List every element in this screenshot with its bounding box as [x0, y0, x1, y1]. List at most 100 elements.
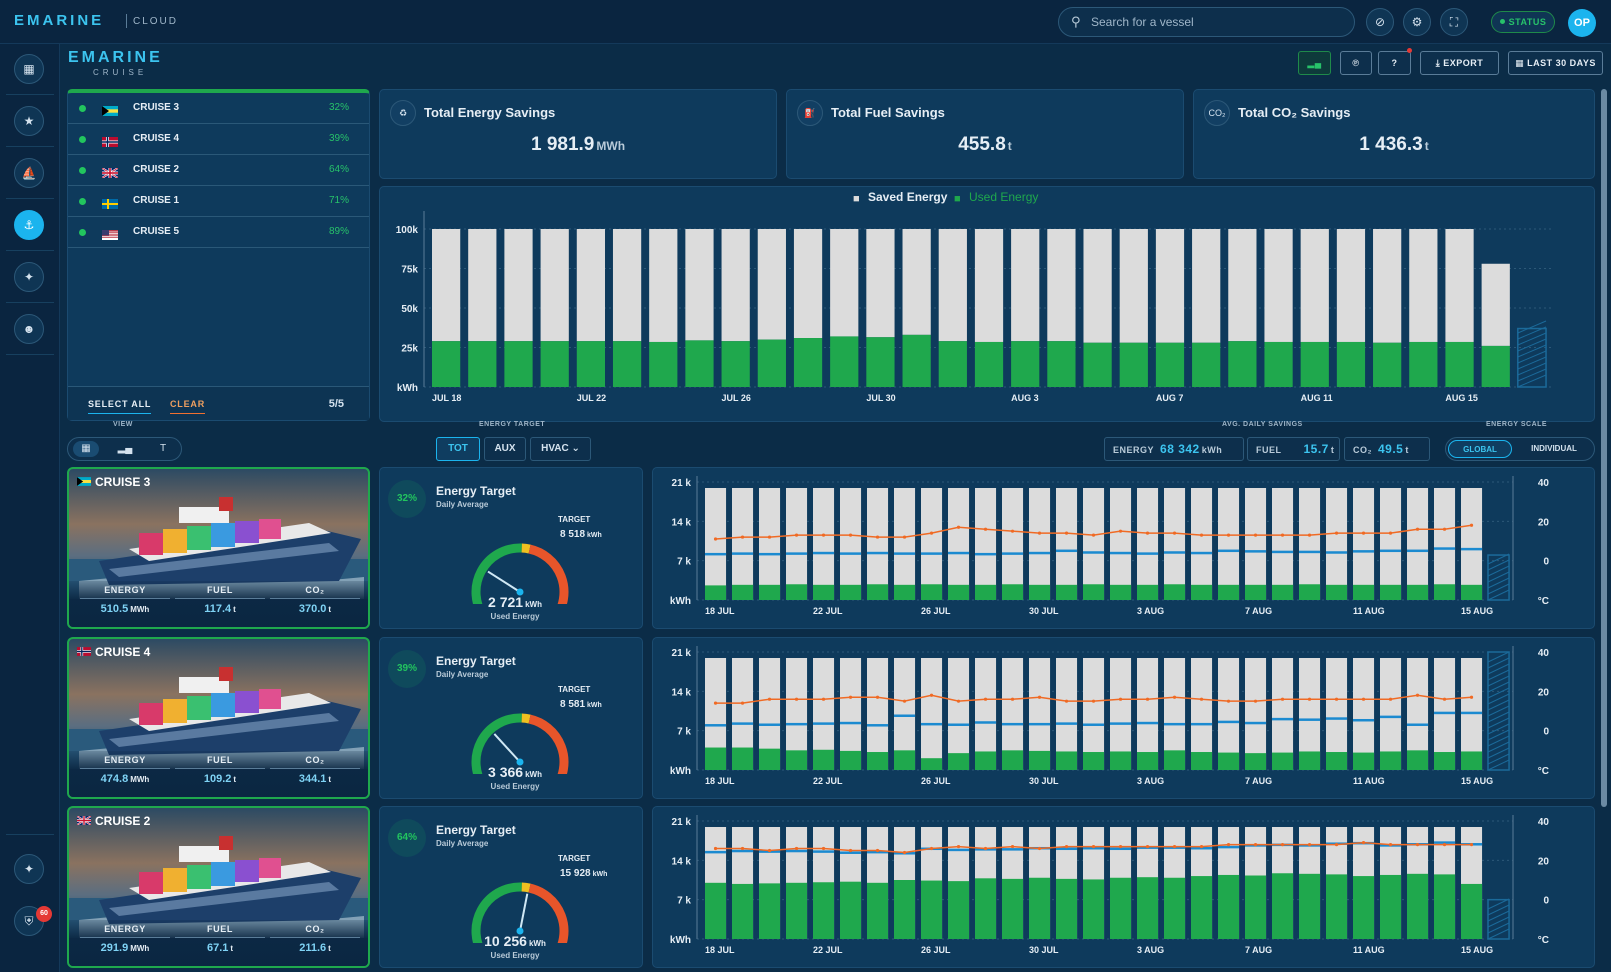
target-option-aux[interactable]: AUX — [484, 437, 526, 461]
x-tick-label: 11 AUG — [1353, 606, 1385, 616]
table-view-icon[interactable]: T — [159, 443, 167, 454]
target-marker — [1002, 552, 1024, 555]
search-input[interactable] — [1091, 13, 1341, 31]
bar-used — [902, 334, 931, 387]
stat-title: Total Energy Savings — [424, 105, 556, 120]
gauge-hub — [516, 927, 524, 935]
x-tick-label: JUL 30 — [866, 393, 895, 403]
map-icon[interactable]: ▦ — [14, 54, 44, 84]
scale-individual[interactable]: INDIVIDUAL — [1531, 444, 1577, 453]
date-range-button[interactable]: ▦ LAST 30 DAYS — [1508, 51, 1603, 75]
grid-view-icon[interactable]: ▦ — [73, 441, 99, 457]
gauge-dial — [471, 543, 569, 604]
stat-value: 455.8 t — [958, 134, 1012, 155]
anchor-icon[interactable]: ⚓ — [14, 210, 44, 240]
vessel-row[interactable]: CRUISE 4 39% — [68, 124, 369, 155]
y-tick-label: kWh — [670, 766, 691, 777]
used-energy-label: Used Energy — [490, 951, 540, 960]
status-button[interactable]: STATUS — [1491, 11, 1555, 33]
flag-icon — [101, 165, 119, 179]
bar-saved — [948, 658, 970, 770]
bar-view-icon[interactable]: ▂▄ — [117, 443, 133, 454]
target-marker — [1461, 711, 1483, 715]
select-all-button[interactable]: SELECT ALL — [88, 399, 152, 414]
avg-co2: CO₂ 49.5 t — [1344, 437, 1430, 461]
gauge-dial — [471, 713, 569, 774]
bar-used — [866, 337, 895, 387]
vessel-row[interactable]: CRUISE 2 64% — [68, 155, 369, 186]
target-marker — [1029, 722, 1051, 726]
bar-used — [1245, 584, 1267, 600]
product-logo[interactable]: EMARINE — [68, 49, 163, 66]
users-icon[interactable]: ☻ — [14, 314, 44, 344]
bar-used — [975, 751, 997, 770]
target-option-tot[interactable]: TOT — [436, 437, 480, 461]
temperature-point — [1415, 527, 1420, 531]
x-tick-label: 30 JUL — [1029, 945, 1059, 955]
satellite-icon[interactable]: ✦ — [14, 854, 44, 884]
bar-saved — [975, 658, 997, 770]
bar-used — [1083, 752, 1105, 770]
gear-icon[interactable]: ⚙ — [1403, 8, 1431, 36]
bar-saved — [1164, 488, 1186, 600]
gauge-needle — [493, 733, 521, 763]
temperature-point — [1415, 693, 1420, 697]
thermometer-icon[interactable]: ℗ — [1340, 51, 1372, 75]
target-marker — [867, 724, 889, 727]
bar-saved — [1380, 658, 1402, 770]
eye-off-icon[interactable]: ⊘ — [1366, 8, 1394, 36]
vessel-row[interactable]: CRUISE 3 32% — [68, 93, 369, 124]
temperature-point — [1442, 697, 1447, 701]
bar-saved — [1164, 658, 1186, 770]
flag-icon — [102, 134, 118, 147]
clear-button[interactable]: CLEAR — [170, 399, 205, 414]
forecast-hatch — [1517, 344, 1547, 358]
x-tick-label: 30 JUL — [1029, 776, 1059, 786]
view-toggle[interactable]: ▦ ▂▄ T — [67, 437, 182, 461]
bar-used — [921, 880, 943, 939]
ship-card[interactable]: CRUISE 3 ENERGY 510.5 MWh FUEL 117.4 t CO₂ 370.0… — [67, 467, 370, 629]
bar-used — [813, 882, 835, 939]
ship-card[interactable]: CRUISE 4 ENERGY 474.8 MWh FUEL 109.2 t CO₂ 344.1… — [67, 637, 370, 799]
chart-view-icon[interactable]: ▂▄ — [1298, 51, 1331, 75]
target-option-hvac[interactable]: HVAC ⌄ — [530, 437, 591, 461]
bar-saved — [1353, 658, 1375, 770]
help-icon[interactable]: ? — [1378, 51, 1411, 75]
temperature-point — [1010, 697, 1015, 701]
legend-swatch-saved: ■ — [853, 193, 860, 205]
gauge-arc — [521, 543, 531, 554]
forecast-hatch — [1487, 735, 1510, 747]
daily-energy-chart: kWh °C 7 k 0 14 k 20 21 k 40 18 JUL 22 JUL 26 JUL 3… — [652, 806, 1595, 968]
energy-scale-toggle[interactable]: GLOBAL INDIVIDUAL — [1445, 437, 1595, 461]
temperature-point — [1037, 695, 1042, 699]
target-marker — [921, 552, 943, 555]
x-tick-label: 18 JUL — [705, 945, 735, 955]
scrollbar[interactable] — [1601, 89, 1607, 807]
bar-used — [1407, 584, 1429, 600]
bar-saved — [1110, 658, 1132, 770]
bar-saved — [866, 229, 895, 338]
bar-used — [1245, 875, 1267, 939]
target-marker — [1191, 846, 1213, 850]
ship-icon[interactable]: ⛵ — [14, 158, 44, 188]
fullscreen-icon[interactable]: ⛶ — [1440, 8, 1468, 36]
scale-global[interactable]: GLOBAL — [1448, 440, 1512, 458]
forecast-hatch — [1487, 916, 1510, 928]
brand-logo[interactable]: EMARINE — [14, 12, 105, 29]
satellite-icon[interactable]: ✦ — [14, 262, 44, 292]
ship-energy: ENERGY 291.9 MWh — [80, 924, 170, 954]
temperature-point — [1469, 523, 1474, 527]
export-button[interactable]: ⤓ EXPORT — [1420, 51, 1499, 75]
temperature-point — [1361, 841, 1366, 845]
x-tick-label: 22 JUL — [813, 606, 843, 616]
vessel-search[interactable]: ⚲ — [1058, 7, 1355, 37]
ship-card[interactable]: CRUISE 2 ENERGY 291.9 MWh FUEL 67.1 t CO₂ 211.6 t — [67, 806, 370, 968]
bar-used — [1434, 874, 1456, 939]
bar-saved — [759, 488, 781, 600]
vessel-row[interactable]: CRUISE 5 89% — [68, 217, 369, 248]
star-icon[interactable]: ★ — [14, 106, 44, 136]
fuel-icon: ⛽ — [797, 100, 823, 126]
avatar[interactable]: OP — [1568, 9, 1596, 37]
vessel-row[interactable]: CRUISE 1 71% — [68, 186, 369, 217]
gauge-arc — [528, 544, 569, 604]
